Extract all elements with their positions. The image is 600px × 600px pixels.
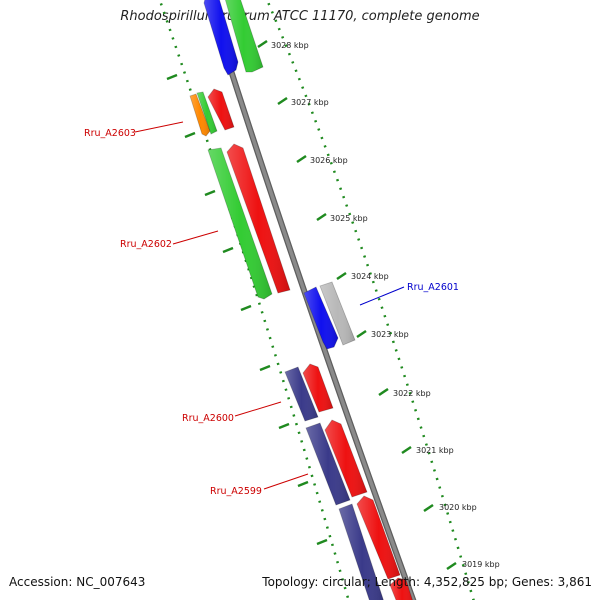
leader-line [172, 230, 219, 245]
gene-arrow-red-2600-shade [303, 364, 333, 412]
gene-label-rru-a2600[interactable]: Rru_A2600 [182, 413, 234, 424]
gene-arrow-red-edge-shade [390, 578, 413, 600]
tick-label: 3021 kbp [416, 446, 454, 455]
tick-label: 3023 kbp [371, 330, 409, 339]
gene-arrow-rru-a2600-shade [285, 367, 318, 421]
tick-label: 3026 kbp [310, 156, 348, 165]
tick-labels: 3028 kbp 3027 kbp 3026 kbp 3025 kbp 3024… [271, 41, 500, 569]
gene-arrow-rru-a2599-shade [306, 423, 350, 505]
ruler-major-tick [401, 445, 412, 455]
gene-arrow-green-top-shade [225, 0, 263, 72]
gene-arrow-red-bottom-shade [357, 496, 400, 579]
accession-info: Accession: NC_007643 [9, 575, 145, 589]
gene-label-rru-a2603[interactable]: Rru_A2603 [84, 128, 136, 139]
leader-line [234, 401, 282, 417]
gene-arrow-red-2599-shade [325, 420, 367, 497]
ruler-major-tick [423, 503, 434, 513]
gene-arrow-orange-shade [190, 94, 210, 136]
gene-arrow-rru-a2602-shade [208, 148, 272, 299]
ruler-major-tick [336, 271, 347, 281]
tick-label: 3028 kbp [271, 41, 309, 50]
gene-arrow-green-small-shade [197, 92, 217, 134]
gene-label-rru-a2599[interactable]: Rru_A2599 [210, 486, 262, 497]
leader-line [263, 473, 309, 490]
leader-line [134, 121, 184, 133]
accession-value: NC_007643 [76, 575, 146, 589]
length-value: 4,352,825 bp [423, 575, 504, 589]
tick-label: 3027 kbp [291, 98, 329, 107]
tick-label: 3024 kbp [351, 272, 389, 281]
ruler-major-tick [356, 329, 367, 339]
ruler-major-tick [277, 96, 288, 106]
gene-arrow-navy-bottom-shade [339, 504, 384, 600]
length-label: Length: [374, 575, 421, 589]
ruler-major-tick [222, 246, 234, 254]
tick-label: 3019 kbp [462, 560, 500, 569]
tick-label: 3020 kbp [439, 503, 477, 512]
gene-arrow-red-long-shade [227, 144, 290, 293]
accession-label: Accession: [9, 575, 73, 589]
gene-arrow-rru-a2601-shade [304, 287, 338, 349]
tick-label: 3022 kbp [393, 389, 431, 398]
ruler-right [265, 0, 475, 600]
kbp-ruler-group [158, 0, 475, 600]
ruler-major-tick [297, 480, 309, 488]
gene-arrow-blue-top-shade [204, 0, 238, 75]
ruler-major-tick [240, 304, 252, 312]
tick-label: 3025 kbp [330, 214, 368, 223]
ruler-major-tick [257, 39, 268, 49]
genes-label: Genes: [511, 575, 554, 589]
ruler-major-tick [316, 212, 327, 222]
gene-label-rru-a2601[interactable]: Rru_A2601 [407, 282, 459, 293]
genes-value: 3,861 [557, 575, 592, 589]
gene-labels: Rru_A2603 Rru_A2602 Rru_A2601 Rru_A2600 … [84, 121, 459, 497]
gene-label-rru-a2602[interactable]: Rru_A2602 [120, 239, 172, 250]
topology-value: circular [322, 575, 367, 589]
ruler-major-tick [316, 538, 328, 546]
ruler-major-tick [378, 387, 389, 397]
genome-summary: Topology: circular; Length: 4,352,825 bp… [262, 575, 592, 589]
ruler-major-tick [166, 73, 178, 81]
topology-label: Topology: [262, 575, 319, 589]
ruler-major-tick [259, 364, 271, 372]
ruler-major-tick [204, 189, 216, 197]
leader-line [359, 286, 405, 306]
gene-arrow-red-small-shade [208, 89, 234, 130]
ruler-major-tick [296, 154, 307, 164]
gene-arrow-gray-shade [320, 282, 355, 345]
ruler-major-tick [184, 131, 196, 139]
ruler-major-tick [446, 561, 457, 571]
gene-features [189, 0, 413, 600]
ruler-major-tick [278, 422, 290, 430]
